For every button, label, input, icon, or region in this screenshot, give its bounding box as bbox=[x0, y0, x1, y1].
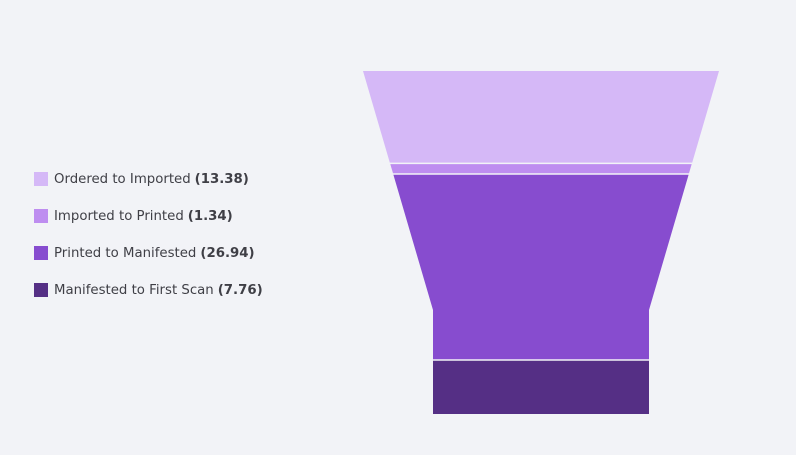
funnel-segment-imported-to-printed[interactable] bbox=[390, 164, 692, 174]
legend-item-ordered-to-imported[interactable]: Ordered to Imported (13.38) bbox=[34, 170, 263, 188]
legend-item-printed-to-manifested[interactable]: Printed to Manifested (26.94) bbox=[34, 244, 263, 262]
legend-item-manifested-to-first-scan[interactable]: Manifested to First Scan (7.76) bbox=[34, 281, 263, 299]
legend-swatch bbox=[34, 246, 48, 260]
legend-label: Manifested to First Scan bbox=[54, 282, 214, 298]
legend-label: Imported to Printed bbox=[54, 208, 184, 224]
legend-value: (26.94) bbox=[200, 245, 255, 261]
legend-swatch bbox=[34, 283, 48, 297]
funnel-segment-printed-to-manifested[interactable] bbox=[393, 174, 689, 360]
legend-value: (13.38) bbox=[194, 171, 249, 187]
legend-label: Printed to Manifested bbox=[54, 245, 197, 261]
legend-value: (7.76) bbox=[217, 282, 263, 298]
legend-swatch bbox=[34, 172, 48, 186]
funnel-segment-manifested-to-first-scan[interactable] bbox=[433, 360, 649, 414]
legend-value: (1.34) bbox=[187, 208, 233, 224]
legend-label: Ordered to Imported bbox=[54, 171, 191, 187]
legend-swatch bbox=[34, 209, 48, 223]
funnel-segment-ordered-to-imported[interactable] bbox=[363, 71, 719, 163]
chart-legend: Ordered to Imported (13.38) Imported to … bbox=[34, 170, 263, 318]
legend-item-imported-to-printed[interactable]: Imported to Printed (1.34) bbox=[34, 207, 263, 225]
